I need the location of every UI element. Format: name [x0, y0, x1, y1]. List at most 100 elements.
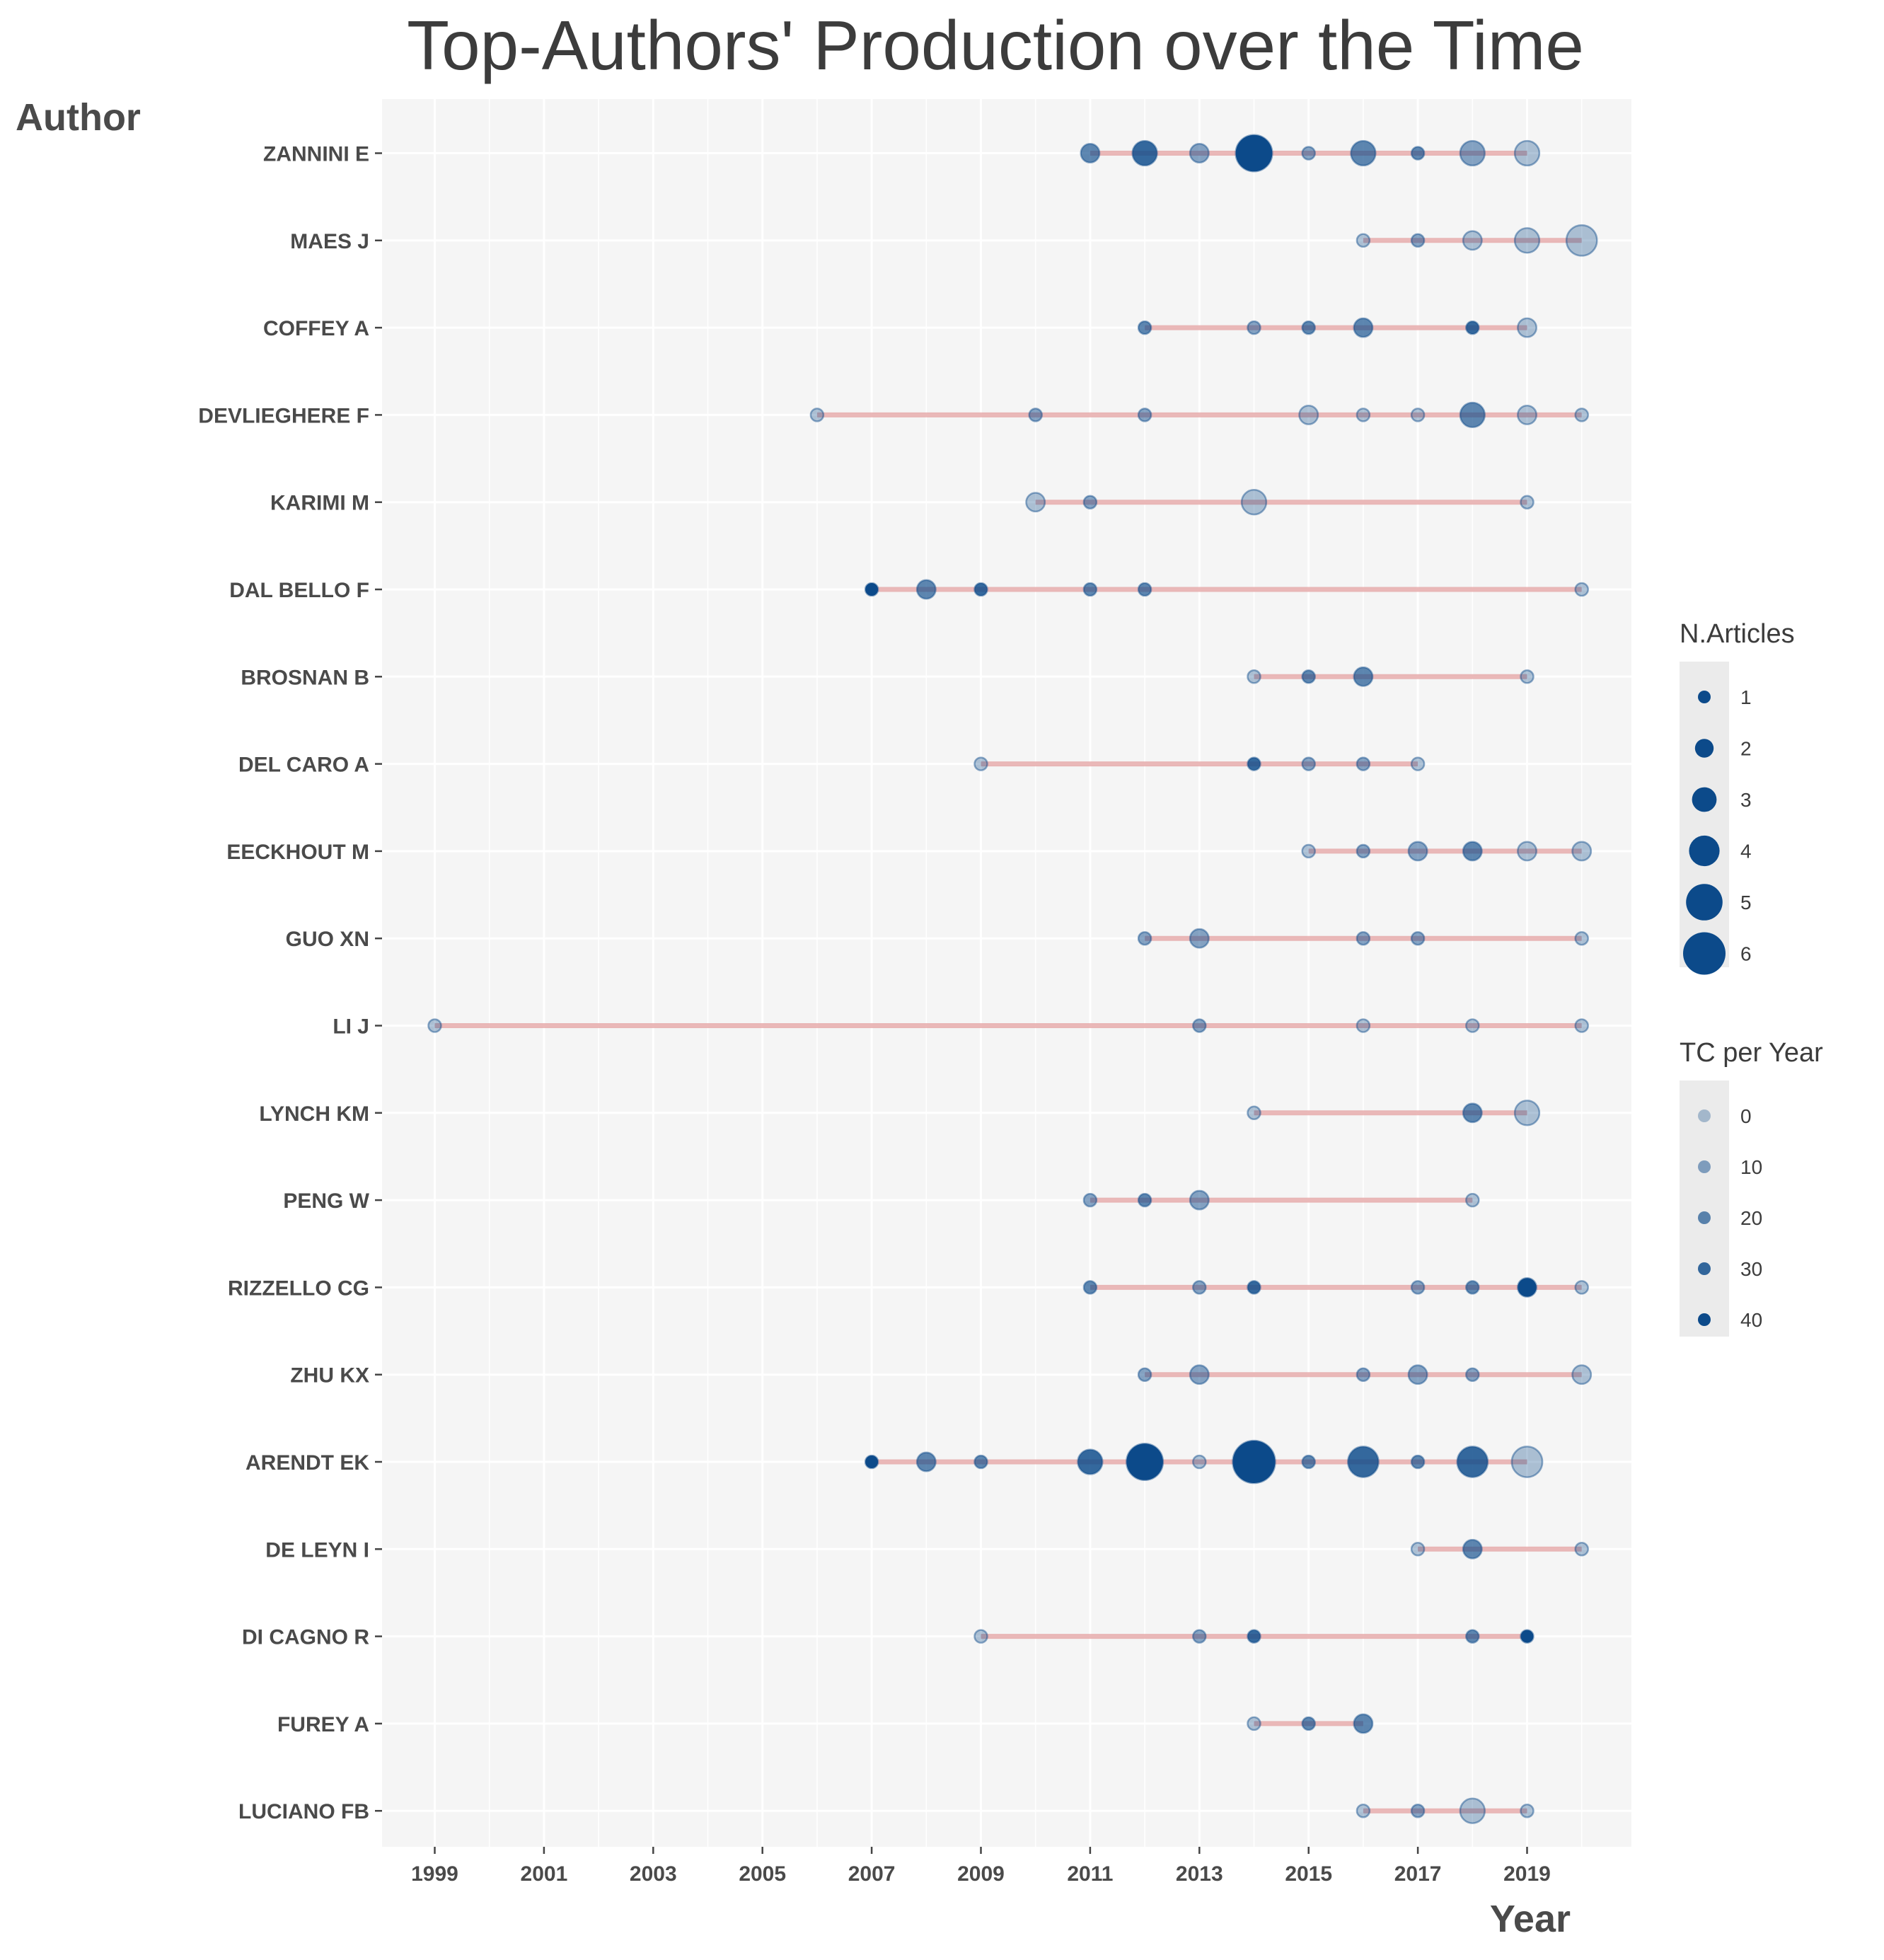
point-coffey-a-2016 [1353, 317, 1374, 338]
point-zhu-kx-2016 [1356, 1367, 1371, 1382]
author-label-zhu-kx: ZHU KX [290, 1364, 369, 1388]
point-eeckhout-m-2016 [1356, 843, 1371, 859]
point-dal-bello-f-2011 [1082, 582, 1098, 597]
legend-tc-key-10 [1698, 1160, 1711, 1173]
y-axis: ZANNINI E MAES J COFFEY A DEVLIEGHERE F KARI… [198, 143, 382, 1823]
point-zannini-e-2011 [1080, 143, 1101, 163]
legend-n-articles-key-4 [1689, 835, 1720, 867]
point-dal-bello-f-2012 [1137, 582, 1152, 597]
point-rizzello-cg-2014 [1247, 1280, 1261, 1295]
legend-n-articles-key-2 [1694, 739, 1714, 758]
legend-n-articles-label-2: 2 [1740, 738, 1752, 760]
plot-panel [382, 99, 1631, 1847]
point-de-leyn-i-2020 [1574, 1542, 1589, 1557]
point-zannini-e-2018 [1459, 139, 1486, 167]
point-karimi-m-2019 [1520, 495, 1535, 509]
point-zannini-e-2019 [1513, 139, 1541, 167]
point-brosnan-b-2016 [1353, 666, 1374, 687]
point-rizzello-cg-2020 [1574, 1280, 1589, 1295]
point-devlieghere-f-2006 [809, 408, 825, 422]
point-karimi-m-2010 [1025, 492, 1046, 513]
point-furey-a-2015 [1301, 1716, 1316, 1731]
point-devlieghere-f-2017 [1410, 408, 1426, 422]
point-coffey-a-2018 [1465, 320, 1480, 335]
legend-n-articles-label-4: 4 [1740, 841, 1752, 863]
legend-n-articles-key-1 [1698, 691, 1711, 703]
x-axis: 1999 2001 2003 2005 2007 2009 2011 2013 2015 2017… [411, 1847, 1551, 1886]
point-arendt-ek-2014 [1232, 1439, 1276, 1485]
point-guo-xn-2017 [1410, 930, 1426, 946]
point-arendt-ek-2009 [973, 1454, 988, 1470]
point-li-j-2013 [1192, 1018, 1207, 1033]
point-eeckhout-m-2019 [1517, 841, 1537, 862]
point-de-leyn-i-2018 [1462, 1538, 1483, 1560]
x-tick-label-2003: 2003 [630, 1862, 677, 1886]
legend-tc-items: 0 10 20 30 40 [1698, 1105, 1762, 1331]
legend-tc-label-10: 10 [1740, 1156, 1762, 1178]
author-label-rizzello-cg: RIZZELLO CG [228, 1276, 369, 1300]
point-luciano-fb-2016 [1356, 1803, 1371, 1818]
point-devlieghere-f-2018 [1459, 401, 1486, 429]
x-tick-label-2011: 2011 [1067, 1862, 1113, 1886]
point-lynch-km-2018 [1462, 1102, 1483, 1124]
author-label-arendt-ek: ARENDT EK [245, 1451, 369, 1475]
point-rizzello-cg-2017 [1410, 1280, 1426, 1295]
legend-n-articles-key-6 [1683, 932, 1726, 975]
y-axis-title: Author [16, 96, 141, 139]
legend-n-articles-label-5: 5 [1740, 892, 1752, 913]
point-furey-a-2014 [1247, 1716, 1261, 1731]
point-devlieghere-f-2010 [1028, 408, 1043, 422]
point-coffey-a-2012 [1137, 320, 1152, 335]
point-del-caro-a-2015 [1301, 756, 1316, 771]
point-zannini-e-2012 [1131, 139, 1158, 167]
legend-n-articles-key-5 [1686, 884, 1723, 921]
x-tick-label-2009: 2009 [957, 1862, 1005, 1886]
point-arendt-ek-2016 [1347, 1446, 1380, 1478]
legend-tc-key-bg [1680, 1080, 1729, 1337]
point-maes-j-2020 [1565, 224, 1598, 257]
point-peng-w-2012 [1137, 1192, 1152, 1208]
point-del-caro-a-2017 [1410, 756, 1426, 771]
point-brosnan-b-2014 [1247, 669, 1261, 684]
legend-tc-label-0: 0 [1740, 1105, 1752, 1127]
chart-title: Top-Authors' Production over the Time [407, 6, 1584, 84]
author-label-eeckhout-m: EECKHOUT M [226, 841, 369, 864]
point-devlieghere-f-2015 [1298, 404, 1319, 425]
point-arendt-ek-2015 [1301, 1454, 1316, 1470]
legend-n-articles-label-1: 1 [1740, 686, 1752, 708]
legend-n-articles-items: 1 2 3 4 5 6 [1683, 686, 1752, 975]
point-zannini-e-2013 [1189, 143, 1210, 163]
legend-n-articles: N.Articles 1 2 3 4 5 6 [1680, 619, 1795, 975]
point-devlieghere-f-2012 [1137, 408, 1152, 422]
point-zannini-e-2014 [1235, 134, 1273, 173]
point-dal-bello-f-2020 [1574, 582, 1589, 597]
author-label-li-j: LI J [333, 1015, 369, 1039]
point-arendt-ek-2012 [1126, 1442, 1165, 1482]
point-de-leyn-i-2017 [1410, 1542, 1426, 1557]
point-eeckhout-m-2018 [1462, 841, 1483, 862]
legend-tc-key-0 [1698, 1109, 1711, 1122]
point-coffey-a-2014 [1247, 320, 1261, 335]
point-zhu-kx-2012 [1137, 1367, 1152, 1382]
point-furey-a-2016 [1353, 1713, 1374, 1734]
legend-tc-key-40 [1698, 1313, 1711, 1326]
point-arendt-ek-2018 [1456, 1446, 1489, 1478]
point-luciano-fb-2018 [1459, 1797, 1486, 1824]
point-arendt-ek-2013 [1192, 1454, 1207, 1470]
point-peng-w-2018 [1465, 1192, 1480, 1208]
legend-tc-label-30: 30 [1740, 1258, 1762, 1280]
point-zhu-kx-2013 [1189, 1364, 1210, 1385]
author-label-guo-xn: GUO XN [286, 928, 369, 951]
point-peng-w-2011 [1082, 1192, 1098, 1208]
legend-n-articles-key-bg [1680, 662, 1729, 967]
point-coffey-a-2019 [1517, 317, 1537, 338]
author-label-coffey-a: COFFEY A [263, 317, 369, 340]
author-label-peng-w: PENG W [283, 1189, 369, 1213]
point-del-caro-a-2016 [1356, 756, 1371, 771]
point-luciano-fb-2017 [1410, 1803, 1426, 1818]
point-di-cagno-r-2013 [1192, 1629, 1207, 1644]
author-label-de-leyn-i: DE LEYN I [265, 1538, 369, 1562]
point-del-caro-a-2009 [973, 756, 988, 771]
point-rizzello-cg-2018 [1465, 1280, 1480, 1295]
